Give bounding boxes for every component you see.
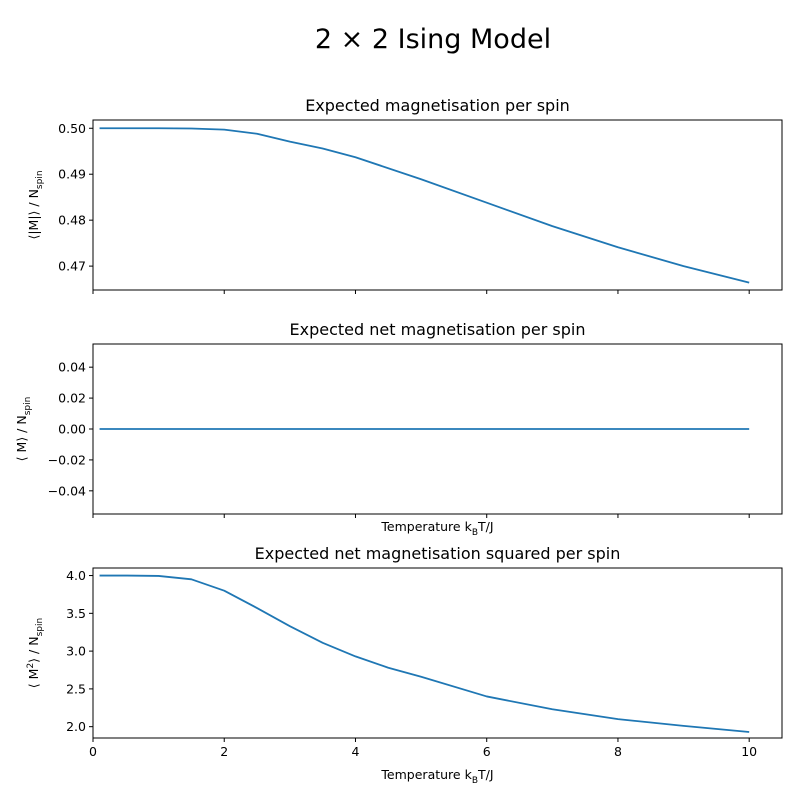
series-line	[99, 127, 750, 284]
y-axis-label: ⟨ M⟩ / Nspin	[14, 397, 33, 462]
y-tick-label: 3.5	[66, 606, 86, 621]
y-tick-label: 4.0	[66, 568, 86, 583]
plot-frame	[92, 119, 783, 291]
y-tick-label: 0.49	[58, 167, 86, 182]
panel-2: Expected net magnetisation per spin −0.04…	[14, 320, 783, 538]
y-tick-label: 0.00	[58, 422, 86, 437]
x-tick-label: 6	[483, 744, 491, 759]
x-tick-label: 8	[614, 744, 622, 759]
y-tick-label: 0.48	[58, 213, 86, 228]
y-tick-label: 3.0	[66, 644, 86, 659]
y-tick-label: 0.50	[58, 121, 86, 136]
panel-title: Expected net magnetisation per spin	[290, 320, 586, 339]
y-tick-label: 2.5	[66, 681, 86, 696]
y-tick-label: 0.04	[58, 360, 86, 375]
panel-title: Expected net magnetisation squared per s…	[255, 544, 621, 563]
panel-title: Expected magnetisation per spin	[305, 96, 570, 115]
figure-title: 2 × 2 Ising Model	[315, 24, 551, 55]
plot-frame	[92, 567, 783, 739]
panel-3: Expected net magnetisation squared per s…	[26, 544, 783, 786]
x-tick-label: 0	[89, 744, 97, 759]
y-tick-label: −0.04	[48, 483, 86, 498]
y-tick-label: 2.0	[66, 719, 86, 734]
y-tick-label: 0.47	[58, 259, 86, 274]
y-tick-label: 0.02	[58, 391, 86, 406]
x-axis-label: Temperature kBT/J	[380, 767, 493, 786]
x-tick-label: 10	[741, 744, 757, 759]
series-line	[99, 574, 750, 733]
y-axis-label: ⟨ M2⟩ / Nspin	[26, 618, 45, 688]
x-axis-label: Temperature kBT/J	[380, 519, 493, 538]
x-tick-label: 4	[351, 744, 359, 759]
y-axis-label: ⟨|M|⟩ / Nspin	[26, 170, 45, 239]
y-tick-label: −0.02	[48, 452, 86, 467]
x-tick-label: 2	[220, 744, 228, 759]
panel-1: Expected magnetisation per spin 0.47 0.48 0…	[26, 96, 783, 294]
